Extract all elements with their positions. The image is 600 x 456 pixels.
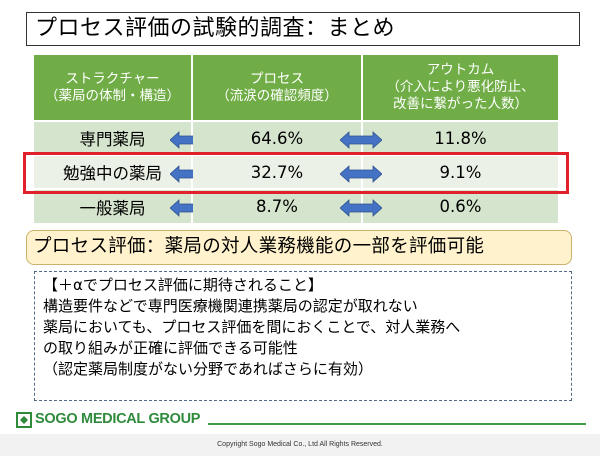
conclusion-callout: プロセス評価：薬局の対人業務機能の一部を評価可能 (26, 230, 572, 265)
header-outcome-line2: （介入により悪化防止、 (386, 79, 535, 95)
expectation-note: 【＋αでプロセス評価に期待されること】 構造要件などで専門医療機関連携薬局の認定… (34, 271, 572, 401)
note-line: （認定薬局制度がない分野であればさらに有効） (43, 360, 373, 378)
structure-label: 勉強中の薬局 (63, 164, 162, 183)
company-logo-text: SOGO MEDICAL GROUP (35, 411, 201, 427)
outcome-value: 11.8% (434, 128, 487, 148)
header-process-line1: プロセス (250, 70, 304, 87)
footer-divider (208, 423, 586, 425)
table-row: 専門薬局 64.6% 11.8% (34, 120, 558, 155)
header-structure-line2: （薬局の体制・構造） (45, 87, 180, 104)
cell-process: 64.6% (192, 120, 382, 155)
slide-title: プロセス評価の試験的調査：まとめ (26, 12, 580, 46)
header-outcome: アウトカム （介入により悪化防止、 改善に繋がった人数） (362, 55, 558, 121)
cell-structure: 専門薬局 (34, 120, 212, 155)
cell-process: 32.7% (192, 154, 382, 189)
outcome-value: 9.1% (439, 162, 482, 182)
note-line: 薬局においても、プロセス評価を間におくことで、対人業務へ (43, 318, 461, 336)
header-structure-line1: ストラクチャー (65, 70, 160, 87)
double-arrow-icon (340, 131, 382, 149)
row-highlight-box (23, 152, 569, 194)
process-value: 32.7% (250, 162, 304, 182)
header-outcome-line3: 改善に繋がった人数） (393, 96, 528, 112)
outcome-value: 0.6% (439, 197, 482, 216)
header-structure: ストラクチャー （薬局の体制・構造） (34, 55, 193, 121)
cell-structure: 勉強中の薬局 (34, 154, 212, 189)
note-line: の取り組みが正確に評価できる可能性 (43, 339, 298, 357)
footer-logo-row: SOGO MEDICAL GROUP (16, 410, 586, 432)
note-line: 構造要件などで専門医療機関連携薬局の認定が取れない (43, 297, 418, 315)
copyright-text: Copyright Sogo Medical Co., Ltd All Righ… (217, 441, 383, 448)
double-arrow-icon (340, 165, 382, 183)
cell-outcome: 9.1% (362, 154, 558, 189)
table-header-row: ストラクチャー （薬局の体制・構造） プロセス （流涙の確認頻度） アウトカム … (34, 55, 558, 121)
header-outcome-line1: アウトカム (426, 62, 495, 78)
cell-outcome: 11.8% (362, 120, 558, 155)
table-row: 勉強中の薬局 32.7% 9.1% (34, 154, 558, 189)
sogo-logo-icon (16, 412, 32, 428)
process-value: 64.6% (250, 128, 304, 148)
process-value: 8.7% (256, 197, 298, 216)
structure-label: 専門薬局 (79, 130, 146, 149)
double-arrow-icon (340, 199, 382, 217)
table-row: 一般薬局 8.7% 0.6% (34, 188, 558, 223)
footer-band (0, 434, 600, 456)
cell-process: 8.7% (192, 188, 382, 223)
note-heading: 【＋αでプロセス評価に期待されること】 (43, 276, 323, 294)
header-process-line2: （流涙の確認頻度） (216, 87, 338, 104)
cell-outcome: 0.6% (362, 188, 558, 223)
cell-structure: 一般薬局 (34, 188, 212, 223)
header-process: プロセス （流涙の確認頻度） (192, 55, 363, 121)
summary-table: ストラクチャー （薬局の体制・構造） プロセス （流涙の確認頻度） アウトカム … (34, 55, 558, 223)
structure-label: 一般薬局 (79, 198, 146, 218)
